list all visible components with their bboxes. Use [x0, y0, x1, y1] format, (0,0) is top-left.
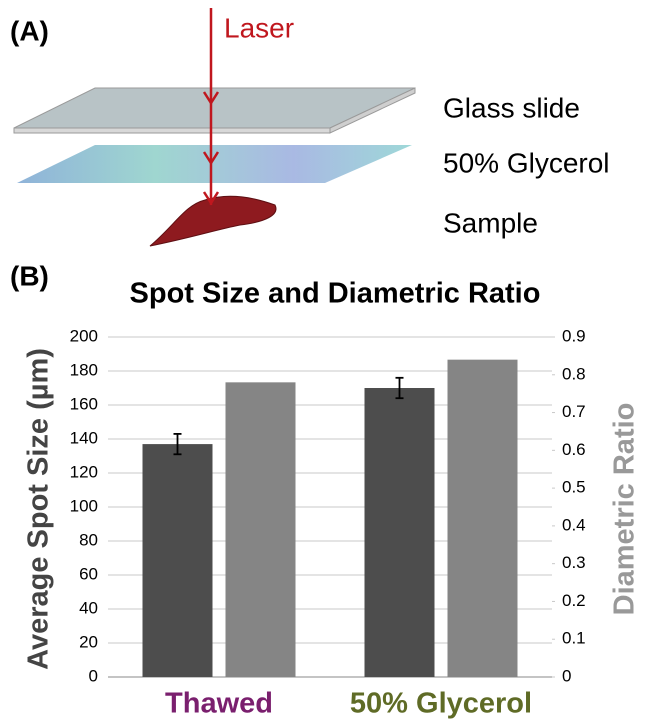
y2-tick-label: 0.5: [562, 478, 586, 497]
y-axis-title: Average Spot Size (µm): [23, 348, 55, 670]
x-tick-label: Thawed: [165, 688, 273, 720]
layer-label: 50% Glycerol: [443, 147, 610, 178]
y2-tick-label: 0.6: [562, 440, 586, 459]
panel-label: (B): [10, 260, 49, 291]
y-tick-label: 80: [79, 530, 98, 549]
y-tick-label: 40: [79, 598, 98, 617]
figure: (A) Laser Glass slide 50% Glycerol Sampl…: [0, 0, 654, 725]
liver-sample: [150, 196, 276, 246]
y-tick-label: 160: [70, 394, 98, 413]
y-tick-label: 0: [89, 666, 98, 685]
y-tick-label: 140: [70, 428, 98, 447]
glass-slide: [14, 88, 415, 128]
y-tick-label: 100: [70, 496, 98, 515]
layer-label: Sample: [443, 207, 538, 238]
y-tick-label: 120: [70, 462, 98, 481]
y2-tick-label: 0.8: [562, 364, 586, 383]
glycerol-layer: [17, 145, 412, 183]
y2-tick-label: 0.1: [562, 629, 586, 648]
panel-label: (A): [10, 15, 49, 46]
bar: [448, 360, 518, 677]
y-tick-label: 20: [79, 632, 98, 651]
y2-tick-label: 0.2: [562, 591, 586, 610]
laser-label: Laser: [224, 12, 294, 43]
bar: [143, 444, 213, 677]
y-tick-label: 180: [70, 360, 98, 379]
y-tick-label: 200: [70, 326, 98, 345]
y2-tick-label: 0.4: [562, 515, 586, 534]
y-tick-label: 60: [79, 564, 98, 583]
y2-tick-label: 0: [562, 666, 571, 685]
y2-tick-label: 0.3: [562, 553, 586, 572]
x-tick-label: 50% Glycerol: [350, 688, 532, 720]
y2-axis-title: Diametric Ratio: [609, 403, 641, 616]
bar: [226, 382, 296, 677]
chart-title: Spot Size and Diametric Ratio: [130, 278, 541, 310]
y2-tick-label: 0.9: [562, 326, 586, 345]
bar: [365, 388, 435, 677]
layer-label: Glass slide: [443, 92, 580, 123]
glass-edge: [14, 128, 330, 133]
y2-tick-label: 0.7: [562, 402, 586, 421]
